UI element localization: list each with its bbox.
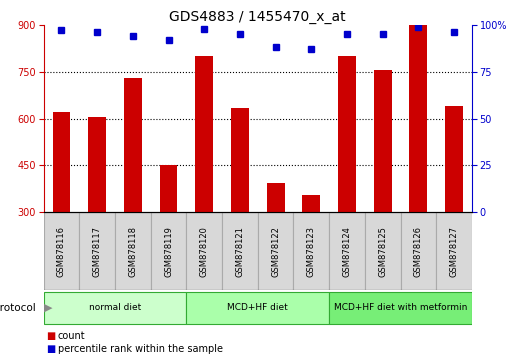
Text: GSM878119: GSM878119 [164,226,173,277]
Title: GDS4883 / 1455470_x_at: GDS4883 / 1455470_x_at [169,10,346,24]
Text: GSM878117: GSM878117 [93,226,102,277]
Bar [302,195,320,212]
Bar [374,70,391,212]
Bar [160,165,177,212]
Text: MCD+HF diet: MCD+HF diet [227,303,288,313]
Text: GSM878120: GSM878120 [200,226,209,277]
Bar [267,183,285,212]
FancyBboxPatch shape [44,292,186,324]
FancyBboxPatch shape [115,212,151,290]
Text: ▶: ▶ [44,303,52,313]
FancyBboxPatch shape [365,212,401,290]
Bar [52,112,70,212]
FancyBboxPatch shape [186,212,222,290]
Text: GSM878123: GSM878123 [307,226,316,277]
Bar [88,117,106,212]
Text: GSM878124: GSM878124 [343,226,351,277]
Text: percentile rank within the sample: percentile rank within the sample [58,344,223,354]
FancyBboxPatch shape [151,212,186,290]
Text: GSM878116: GSM878116 [57,226,66,277]
FancyBboxPatch shape [258,212,293,290]
Text: count: count [58,331,86,341]
FancyBboxPatch shape [80,212,115,290]
FancyBboxPatch shape [222,212,258,290]
FancyBboxPatch shape [436,212,472,290]
FancyBboxPatch shape [186,292,329,324]
Text: ■: ■ [46,344,55,354]
Text: protocol: protocol [0,303,36,313]
Text: GSM878127: GSM878127 [449,226,459,277]
Text: GSM878122: GSM878122 [271,226,280,277]
Text: normal diet: normal diet [89,303,141,313]
FancyBboxPatch shape [44,212,80,290]
Text: GSM878125: GSM878125 [378,226,387,277]
Text: GSM878126: GSM878126 [414,226,423,277]
FancyBboxPatch shape [329,212,365,290]
FancyBboxPatch shape [329,292,472,324]
Text: GSM878121: GSM878121 [235,226,244,277]
Text: MCD+HF diet with metformin: MCD+HF diet with metformin [334,303,467,313]
Text: GSM878118: GSM878118 [128,226,137,277]
Bar [409,22,427,212]
Bar [338,56,356,212]
Text: ■: ■ [46,331,55,341]
FancyBboxPatch shape [401,212,436,290]
Bar [445,106,463,212]
Bar [124,78,142,212]
FancyBboxPatch shape [293,212,329,290]
Bar [195,56,213,212]
Bar [231,108,249,212]
